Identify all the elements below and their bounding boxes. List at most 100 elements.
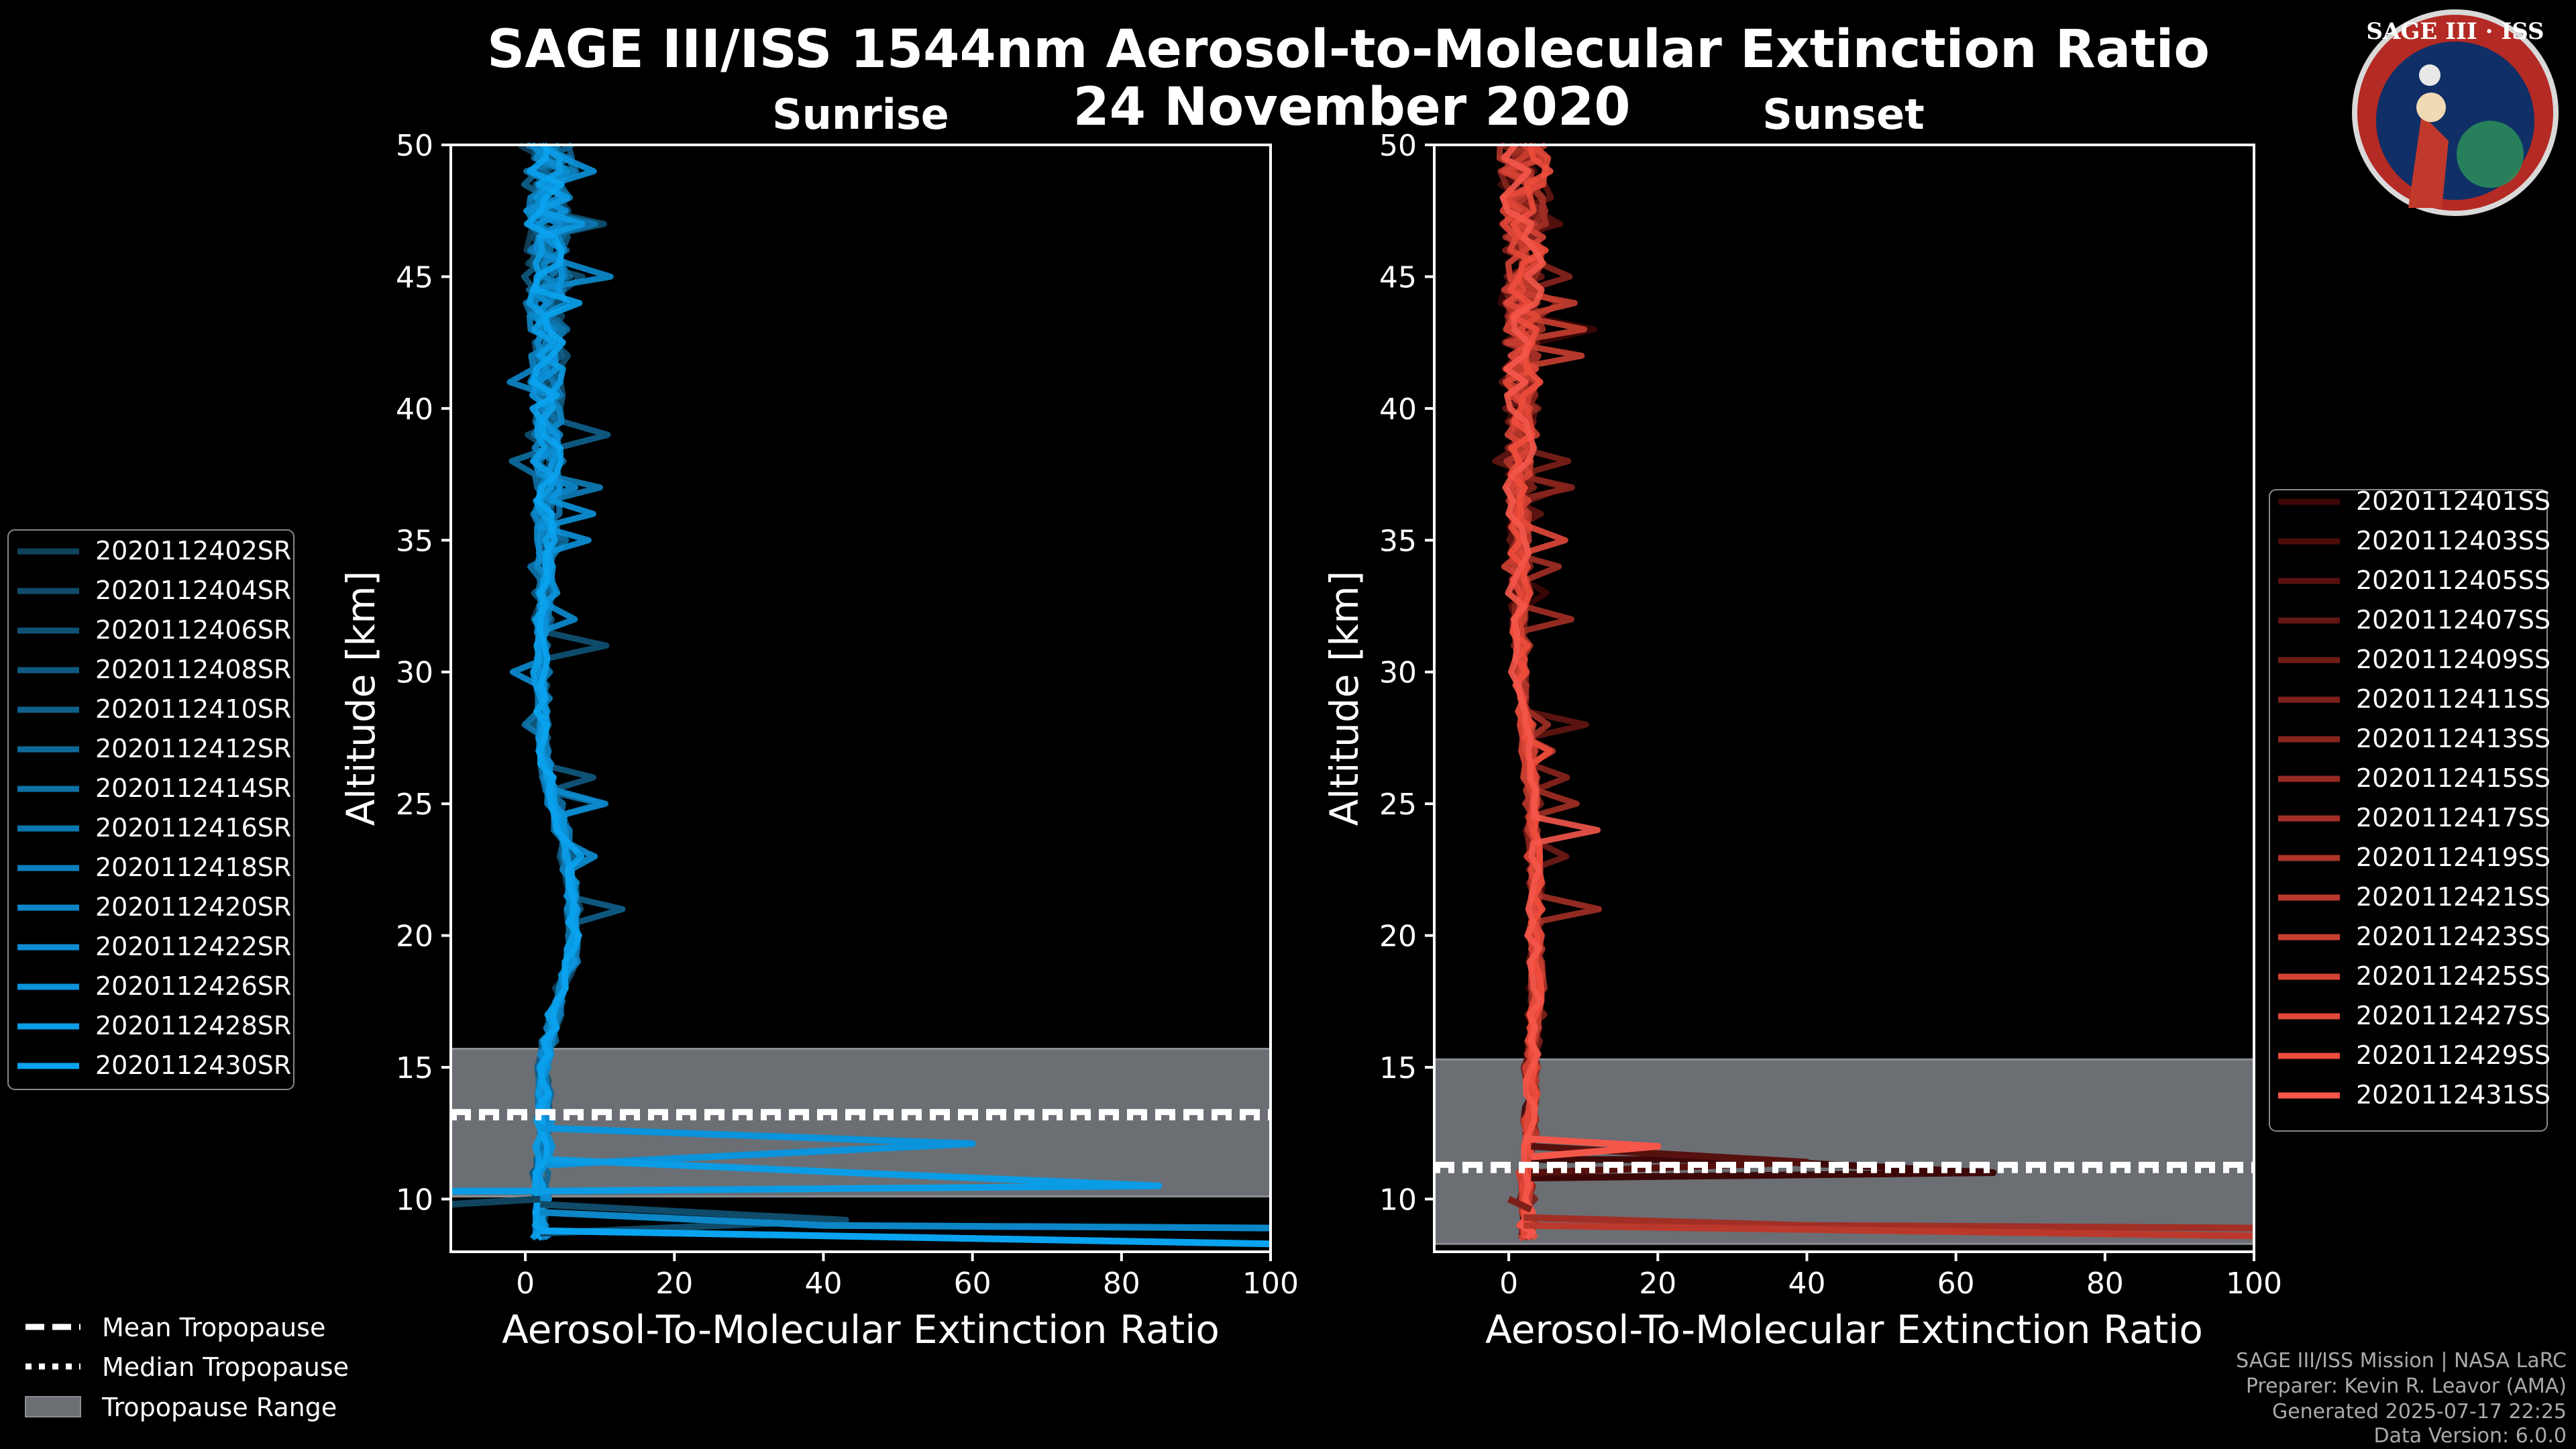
sunrise-axes: 0 20 40 60 80 100 10 15 20 25 30 35 40 45 50 xyxy=(396,129,1299,1301)
sunset-excursion-2020112411SS xyxy=(1507,1195,1533,1213)
sunrise-ytick-label: 35 xyxy=(396,524,433,558)
sunset-ytick-label: 10 xyxy=(1379,1183,1417,1217)
sunset-ytick-label: 35 xyxy=(1379,524,1417,558)
sunrise-legend-label: 2020112408SR xyxy=(95,655,291,684)
sunset-panel-title: Sunset xyxy=(1762,90,1925,139)
sunrise-legend-label: 2020112426SR xyxy=(95,971,291,1001)
sunrise-xtick-label: 80 xyxy=(1103,1267,1140,1301)
sunrise-ytick-label: 15 xyxy=(396,1051,433,1085)
sunrise-profile-2020112428SR xyxy=(526,142,586,1241)
sunrise-ytick-label: 30 xyxy=(396,656,433,690)
sunset-legend-box xyxy=(2269,489,2548,1132)
sunset-x-axis-label: Aerosol-To-Molecular Extinction Ratio xyxy=(1485,1307,2203,1352)
tropopause-range-label: Tropopause Range xyxy=(101,1393,337,1422)
mean-tropopause-label: Mean Tropopause xyxy=(102,1313,325,1342)
sunset-ytick-label: 25 xyxy=(1379,788,1417,822)
date-title: 24 November 2020 xyxy=(1073,77,1630,138)
sunrise-ytick-label: 50 xyxy=(396,129,433,163)
sunset-legend-label: 2020112413SS xyxy=(2356,724,2551,753)
sunrise-legend-label: 2020112404SR xyxy=(95,576,291,605)
sunset-excursion-2020112431SS xyxy=(1523,1135,1662,1161)
sunrise-xtick-label: 0 xyxy=(516,1267,535,1301)
sunrise-xtick-label: 20 xyxy=(655,1267,693,1301)
sunset-y-axis-label: Altitude [km] xyxy=(1322,571,1367,826)
sunrise-ytick-label: 40 xyxy=(396,392,433,427)
sunset-profiles xyxy=(1434,142,2255,1242)
patch-figure-robe xyxy=(2408,114,2449,208)
sunrise-excursion-2020112426SR xyxy=(540,1124,976,1169)
credit-generated: Generated 2025-07-17 22:25 xyxy=(2272,1400,2567,1424)
sunset-xtick-label: 0 xyxy=(1499,1267,1518,1301)
sunset-legend-label: 2020112403SS xyxy=(2356,526,2551,555)
sunset-legend-label: 2020112425SS xyxy=(2356,961,2551,991)
sunrise-legend-label: 2020112410SR xyxy=(95,694,291,724)
sunset-legend-label: 2020112415SS xyxy=(2356,763,2551,793)
patch-earth xyxy=(2457,121,2524,188)
sunset-ytick-label: 20 xyxy=(1379,920,1417,954)
sunset-ytick-label: 45 xyxy=(1379,260,1417,294)
sunrise-legend-label: 2020112420SR xyxy=(95,892,291,922)
sunrise-plot: 0 20 40 60 80 100 10 15 20 25 30 35 40 45 50 Aerosol-T… xyxy=(338,129,1299,1352)
sunset-profile-2020112431SS xyxy=(1499,143,1601,1241)
sunrise-profiles xyxy=(450,142,1271,1248)
sunrise-ytick-label: 25 xyxy=(396,788,433,822)
sunset-ytick-label: 50 xyxy=(1379,129,1417,163)
sunrise-excursion-2020112420SR xyxy=(540,1209,1271,1232)
sunrise-xtick-label: 60 xyxy=(954,1267,991,1301)
sunrise-legend-label: 2020112412SR xyxy=(95,734,291,763)
patch-figure-head xyxy=(2416,93,2446,122)
main-title: SAGE III/ISS 1544nm Aerosol-to-Molecular… xyxy=(487,19,2210,80)
credit-data-version: Data Version: 6.0.0 xyxy=(2374,1424,2567,1448)
sunrise-excursion-2020112404SR xyxy=(540,1201,849,1237)
sunset-excursion-2020112421SS xyxy=(1523,1222,2255,1240)
sunrise-legend-label: 2020112422SR xyxy=(95,932,291,961)
sunset-legend-label: 2020112431SS xyxy=(2356,1080,2551,1110)
sunset-ytick-label: 30 xyxy=(1379,656,1417,690)
sunset-ytick-label: 15 xyxy=(1379,1051,1417,1085)
sunrise-plot-frame xyxy=(449,144,1272,1253)
sunrise-excursion-2020112430SR xyxy=(540,1227,1271,1248)
sunrise-legend-label: 2020112428SR xyxy=(95,1011,291,1040)
sunset-legend-label: 2020112401SS xyxy=(2356,486,2551,516)
sunset-plot: 0 20 40 60 80 100 10 15 20 25 30 35 40 45 50 Aerosol-T… xyxy=(1322,129,2282,1352)
tropopause-legend: Mean Tropopause Median Tropopause Tropop… xyxy=(25,1313,349,1422)
sunrise-ytick-label: 45 xyxy=(396,260,433,294)
sunset-legend-label: 2020112407SS xyxy=(2356,605,2551,635)
sunrise-legend-label: 2020112402SR xyxy=(95,536,291,566)
sunrise-legend-label: 2020112418SR xyxy=(95,853,291,882)
sunset-legend-label: 2020112411SS xyxy=(2356,684,2551,714)
sunrise-panel-title: Sunrise xyxy=(772,90,949,139)
sunrise-legend-label: 2020112430SR xyxy=(95,1051,291,1080)
sunset-excursion-2020112417SS xyxy=(1523,1214,2255,1232)
sunset-axes: 0 20 40 60 80 100 10 15 20 25 30 35 40 45 50 xyxy=(1379,129,2282,1301)
sunset-legend-label: 2020112427SS xyxy=(2356,1001,2551,1030)
sunset-legend-label: 2020112405SS xyxy=(2356,566,2551,595)
sunrise-legend-box xyxy=(7,529,294,1090)
tropopause-range-swatch xyxy=(25,1396,81,1417)
sunrise-ytick-label: 20 xyxy=(396,920,433,954)
sunset-legend-label: 2020112421SS xyxy=(2356,882,2551,912)
sunset-legend: 2020112401SS 2020112403SS 2020112405SS 2020… xyxy=(2269,486,2551,1132)
sunset-xtick-label: 40 xyxy=(1788,1267,1825,1301)
sunset-xtick-label: 80 xyxy=(2086,1267,2124,1301)
sunrise-x-axis-label: Aerosol-To-Molecular Extinction Ratio xyxy=(502,1307,1220,1352)
sunrise-profile-2020112430SR xyxy=(523,144,584,1241)
credit-preparer: Preparer: Kevin R. Leavor (AMA) xyxy=(2246,1375,2567,1398)
sunset-ytick-label: 40 xyxy=(1379,392,1417,427)
sunset-legend-label: 2020112429SS xyxy=(2356,1040,2551,1070)
sunrise-excursion-2020112428SR xyxy=(451,1156,1163,1195)
median-tropopause-label: Median Tropopause xyxy=(102,1352,349,1382)
sunrise-legend-label: 2020112414SR xyxy=(95,773,291,803)
sunset-legend-label: 2020112423SS xyxy=(2356,922,2551,951)
sage-mission-patch-icon: SAGE III · ISS xyxy=(2352,9,2559,216)
patch-moon xyxy=(2419,64,2440,86)
credits-block: SAGE III/ISS Mission | NASA LaRC Prepare… xyxy=(2236,1349,2567,1448)
sunrise-legend-label: 2020112416SR xyxy=(95,813,291,843)
sunrise-ytick-label: 10 xyxy=(396,1183,433,1217)
sunrise-xtick-label: 100 xyxy=(1242,1267,1299,1301)
sunset-legend-label: 2020112409SS xyxy=(2356,645,2551,674)
sunrise-legend-label: 2020112406SR xyxy=(95,615,291,645)
sunrise-excursion-2020112402SR xyxy=(450,1195,541,1208)
sunset-legend-label: 2020112417SS xyxy=(2356,803,2551,833)
